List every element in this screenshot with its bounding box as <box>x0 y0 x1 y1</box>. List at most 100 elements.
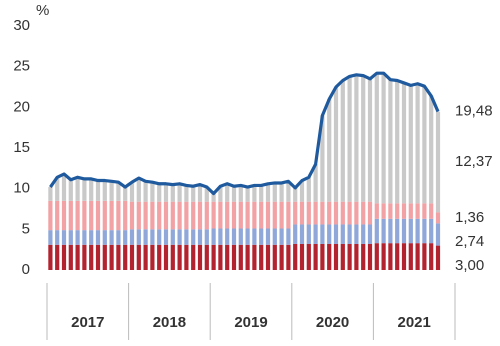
bar-segment <box>109 181 114 201</box>
bar-segment <box>75 230 80 245</box>
bar-segment <box>313 224 318 244</box>
bar-segment <box>340 201 345 225</box>
bar-segment <box>170 201 175 230</box>
x-tick-label: 2018 <box>153 314 186 331</box>
bar-segment <box>401 243 407 270</box>
bar-segment <box>395 218 400 244</box>
bar-segment <box>238 201 243 229</box>
bar-segment <box>395 80 400 204</box>
bar-segment <box>68 244 73 270</box>
bar-segment <box>123 187 128 201</box>
bar-segment <box>204 201 209 230</box>
bar-segment <box>306 224 311 244</box>
bar-segment <box>272 228 277 245</box>
bar-segment <box>354 74 359 202</box>
bar-segment <box>238 228 243 245</box>
bar-segment <box>143 201 148 230</box>
end-value-label: 19,48 <box>455 103 493 120</box>
y-tick-label: 20 <box>13 98 30 115</box>
bar-segment <box>75 244 80 270</box>
bar-segment <box>123 200 128 231</box>
bar-segment <box>333 201 339 225</box>
bar-segment <box>191 229 196 245</box>
bar-segment <box>143 244 148 270</box>
bar-segment <box>401 82 407 204</box>
bar-segment <box>48 187 53 201</box>
bar-segment <box>313 201 318 225</box>
bar-segment <box>415 83 420 204</box>
bar-segment <box>272 201 277 229</box>
bar-segment <box>82 230 87 245</box>
bar-segment <box>102 180 107 201</box>
bar-segment <box>238 185 243 202</box>
bar-segment <box>347 76 352 202</box>
bar-segment <box>415 243 420 270</box>
bar-segment <box>55 244 60 270</box>
bar-segment <box>177 244 182 270</box>
bar-segment <box>61 244 67 270</box>
bar-segment <box>293 224 298 244</box>
bar-segment <box>150 201 155 230</box>
bar-segment <box>286 244 291 270</box>
bar-segment <box>395 203 400 219</box>
bar-segment <box>163 183 169 202</box>
bar-segment <box>170 229 175 245</box>
bar-segment <box>211 201 216 229</box>
y-tick-label: 10 <box>13 180 30 197</box>
bar-segment <box>150 244 155 270</box>
bar-segment <box>225 201 230 229</box>
bar-segment <box>272 182 277 202</box>
y-axis-unit: % <box>36 2 49 19</box>
bar-segment <box>225 244 230 270</box>
bar-segment <box>231 186 237 202</box>
bar-segment <box>123 230 128 245</box>
x-tick-label: 2017 <box>71 314 104 331</box>
bar-segment <box>347 243 352 270</box>
bar-segment <box>306 201 311 225</box>
bar-segment <box>48 244 53 270</box>
bar-segment <box>191 244 196 270</box>
bar-segment <box>333 224 339 244</box>
y-tick-label: 25 <box>13 58 30 75</box>
bar-segment <box>82 200 87 231</box>
bar-segment <box>374 73 379 204</box>
bar-segment <box>265 244 271 270</box>
bar-segment <box>361 75 366 202</box>
bar-segment <box>408 218 413 244</box>
bar-segment <box>123 244 128 270</box>
end-value-label: 12,37 <box>455 153 493 170</box>
bar-segment <box>184 244 189 270</box>
bar-segment <box>340 80 345 202</box>
bar-segment <box>361 243 366 270</box>
bar-segment <box>435 212 441 224</box>
bar-segment <box>265 228 271 245</box>
bar-segment <box>374 218 379 244</box>
bar-segment <box>422 218 427 244</box>
bar-segment <box>197 201 203 230</box>
bar-segment <box>354 201 359 225</box>
bar-segment <box>279 182 284 202</box>
bar-segment <box>313 243 318 270</box>
bar-segment <box>95 200 101 231</box>
bar-segment <box>163 244 169 270</box>
bar-segment <box>238 244 243 270</box>
bar-segment <box>408 85 413 204</box>
bar-segment <box>320 224 325 244</box>
x-tick-label: 2021 <box>398 314 431 331</box>
bar-segment <box>279 228 284 245</box>
bar-segment <box>177 229 182 245</box>
bar-segment <box>55 230 60 245</box>
bar-segment <box>286 201 291 229</box>
bar-segment <box>211 228 216 245</box>
bar-segment <box>211 244 216 270</box>
bar-segment <box>327 224 332 244</box>
bar-segment <box>429 218 434 244</box>
bar-segment <box>333 243 339 270</box>
bar-segment <box>259 228 264 245</box>
bar-segment <box>279 244 284 270</box>
bar-segment <box>163 201 169 230</box>
bar-segment <box>55 177 60 201</box>
bar-segment <box>204 229 209 245</box>
bar-segment <box>361 224 366 244</box>
bar-segment <box>435 223 441 246</box>
